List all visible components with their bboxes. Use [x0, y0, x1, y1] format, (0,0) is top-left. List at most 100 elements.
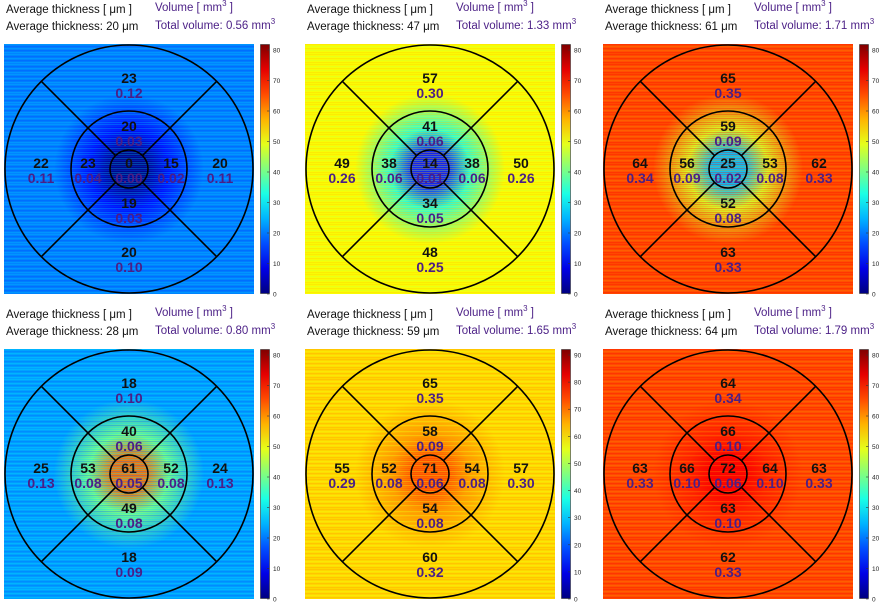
thickness-panel: Average thickness [ μm ] Average thicknes…	[305, 305, 595, 605]
sector-volume-inner-superior: 0.10	[714, 438, 741, 454]
thickness-map: 14 0.01 41 0.06 38 0.06 34 0.05 38 0.06 57 0.30 50 0.…	[305, 44, 555, 294]
colorbar-tick-label: 40	[273, 475, 281, 482]
colorbar-tick-label: 0	[273, 597, 277, 604]
sector-thickness-outer-temporal: 55	[334, 460, 350, 476]
sector-thickness-outer-inferior: 18	[121, 549, 137, 565]
sector-thickness-inner-temporal: 53	[80, 460, 96, 476]
center-ring	[410, 454, 450, 494]
outer-ring	[305, 44, 555, 294]
sector-volume-inner-superior: 0.09	[416, 438, 443, 454]
sector-thickness-center: 25	[720, 155, 736, 171]
center-ring	[708, 149, 748, 189]
sector-thickness-outer-superior: 23	[121, 70, 137, 86]
thickness-map: 61 0.05 40 0.06 52 0.08 49 0.08 53 0.08 18 0.10 24 0.…	[4, 349, 254, 599]
colorbar-tick-label: 50	[273, 139, 281, 146]
colorbar-tick-label: 60	[872, 109, 880, 116]
sector-divider	[442, 486, 519, 563]
colorbar-tick-label: 0	[872, 292, 876, 299]
sector-divider	[341, 80, 418, 157]
sector-thickness-inner-superior: 58	[422, 423, 438, 439]
sector-thickness-inner-inferior: 19	[121, 195, 137, 211]
sector-thickness-center: 71	[422, 460, 438, 476]
sector-volume-outer-inferior: 0.10	[115, 259, 142, 275]
sector-thickness-inner-temporal: 23	[80, 155, 96, 171]
sector-divider	[639, 80, 716, 157]
sector-volume-outer-nasal: 0.30	[507, 475, 534, 491]
sector-divider	[639, 385, 716, 462]
sector-thickness-inner-temporal: 38	[381, 155, 397, 171]
sector-volume-inner-temporal: 0.08	[74, 475, 101, 491]
colorbar-tick-label: 0	[872, 597, 876, 604]
colorbar-tick-label: 20	[273, 231, 281, 238]
sector-thickness-inner-superior: 20	[121, 118, 137, 134]
sector-thickness-outer-nasal: 57	[513, 460, 529, 476]
avg-thickness-header: Average thickness [ μm ]	[307, 4, 433, 16]
colorbar-gradient	[859, 44, 869, 294]
inner-ring	[669, 110, 787, 228]
sector-divider	[639, 486, 716, 563]
sector-volume-inner-temporal: 0.08	[375, 475, 402, 491]
sector-volume-outer-nasal: 0.13	[206, 475, 233, 491]
sector-thickness-outer-superior: 65	[422, 375, 438, 391]
sector-divider	[141, 80, 218, 157]
volume-header: Volume [ mm3 ]	[155, 304, 233, 319]
volume-header: Volume [ mm3 ]	[155, 0, 233, 14]
colorbar: 90 80 70 60 50 40 30 20 10 0	[561, 349, 591, 604]
sector-thickness-center: 61	[121, 460, 137, 476]
sector-thickness-inner-inferior: 63	[720, 500, 736, 516]
colorbar-tick-label: 60	[273, 109, 281, 116]
thickness-map: 0 0.00 20 0.03 15 0.02 19 0.03 23 0.04 23 0.12 20 0.1…	[4, 44, 254, 294]
colorbar-tick-label: 10	[872, 566, 880, 573]
sector-thickness-inner-superior: 40	[121, 423, 137, 439]
sector-divider	[141, 486, 218, 563]
sector-volume-center: 0.06	[714, 475, 741, 491]
colorbar-tick-label: 40	[872, 170, 880, 177]
sector-divider	[141, 181, 218, 258]
thickness-panel: Average thickness [ μm ] Average thicknes…	[603, 305, 886, 605]
sector-volume-inner-temporal: 0.04	[74, 170, 101, 186]
thickness-map: 72 0.06 66 0.10 64 0.10 63 0.10 66 0.10 64 0.34 63 0.…	[603, 349, 853, 599]
colorbar-tick-label: 10	[574, 569, 582, 576]
colorbar: 80 70 60 50 40 30 20 10 0	[260, 349, 290, 604]
center-ring	[109, 149, 149, 189]
colorbar-gradient	[561, 44, 571, 294]
colorbar-tick-label: 40	[574, 170, 582, 177]
thickness-panel: Average thickness [ μm ] Average thicknes…	[305, 0, 595, 300]
sector-volume-outer-temporal: 0.11	[28, 170, 55, 186]
sector-volume-inner-superior: 0.09	[714, 133, 741, 149]
total-volume-value: Total volume: 1.79 mm3	[754, 322, 875, 337]
colorbar-tick-label: 80	[872, 353, 880, 360]
sector-volume-outer-superior: 0.12	[115, 85, 142, 101]
sector-thickness-outer-nasal: 50	[513, 155, 529, 171]
sector-divider	[740, 181, 817, 258]
colorbar-tick-label: 30	[273, 505, 281, 512]
colorbar-tick-label: 20	[574, 231, 582, 238]
sector-volume-inner-nasal: 0.06	[458, 170, 485, 186]
sector-volume-outer-superior: 0.34	[714, 390, 741, 406]
sector-thickness-outer-superior: 57	[422, 70, 438, 86]
sector-volume-outer-temporal: 0.26	[328, 170, 355, 186]
outer-ring	[4, 44, 254, 294]
sector-volume-outer-superior: 0.30	[416, 85, 443, 101]
avg-thickness-header: Average thickness [ μm ]	[605, 4, 731, 16]
sector-thickness-inner-superior: 59	[720, 118, 736, 134]
sector-volume-inner-inferior: 0.05	[416, 210, 443, 226]
avg-thickness-value: Average thickness: 20 μm	[6, 21, 139, 33]
sector-volume-outer-nasal: 0.33	[805, 170, 832, 186]
thickness-map: 25 0.02 59 0.09 53 0.08 52 0.08 56 0.09 65 0.35 62 0.…	[603, 44, 853, 294]
sector-thickness-outer-temporal: 25	[33, 460, 49, 476]
sector-thickness-inner-inferior: 52	[720, 195, 736, 211]
colorbar-tick-label: 0	[574, 292, 578, 299]
colorbar-tick-label: 80	[872, 48, 880, 55]
colorbar-tick-label: 20	[872, 536, 880, 543]
thickness-panel: Average thickness [ μm ] Average thicknes…	[603, 0, 886, 300]
sector-volume-inner-nasal: 0.08	[458, 475, 485, 491]
sector-volume-outer-temporal: 0.34	[626, 170, 653, 186]
sector-volume-outer-temporal: 0.29	[328, 475, 355, 491]
sector-thickness-inner-temporal: 56	[679, 155, 695, 171]
sector-thickness-outer-temporal: 22	[33, 155, 49, 171]
sector-volume-outer-nasal: 0.11	[207, 170, 234, 186]
sector-divider	[442, 181, 519, 258]
sector-volume-outer-superior: 0.35	[416, 390, 443, 406]
